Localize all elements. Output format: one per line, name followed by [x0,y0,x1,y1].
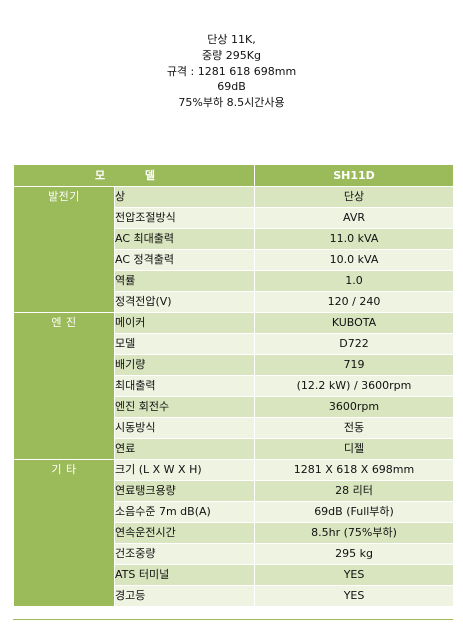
spec-value: 1.0 [254,270,455,292]
spec-value: 전동 [254,417,455,439]
table-row: 엔진 회전수 3600rpm [14,396,455,418]
intro-line-noise: 69dB [217,80,246,94]
table-row: 연속운전시간 8.5hr (75%부하) [14,522,455,544]
header-model-name: SH11D [254,164,455,187]
table-row: 엔 진 메이커 KUBOTA [13,312,455,460]
table-row: 경고등 YES [14,585,455,607]
spec-value: 69dB (Full부하) [254,501,455,523]
spec-value: 120 / 240 [254,291,455,313]
spec-value: YES [254,564,455,586]
spec-value: 28 리터 [254,480,455,502]
spec-item: 전압조절방식 [113,207,256,229]
spec-item: 상 [113,186,256,208]
spec-value: (12.2 kW) / 3600rpm [254,375,455,397]
spec-value: YES [254,585,455,607]
spec-item: 건조중량 [113,543,256,565]
spec-item: 엔진 회전수 [113,396,256,418]
spec-item: 소음수준 7m dB(A) [113,501,256,523]
table-row: AC 최대출력 11.0 kVA [14,228,455,250]
spec-table: 모 델 SH11D 발전기 상 단상 전압조절방식 AVR AC 최대출력 11… [12,164,455,607]
spec-value: 295 kg [254,543,455,565]
spec-item: ATS 터미널 [113,564,256,586]
spec-value: KUBOTA [254,312,455,334]
table-row: 시동방식 전동 [14,417,455,439]
spec-value: AVR [254,207,455,229]
spec-item: 크기 (L X W X H) [113,459,256,481]
table-row: AC 정격출력 10.0 kVA [14,249,455,271]
table-row: 기 타 크기 (L X W X H) 1281 X 618 X 698mm [13,459,455,607]
table-row: ATS 터미널 YES [14,564,455,586]
spec-value: 1281 X 618 X 698mm [254,459,455,481]
spec-item: 모델 [113,333,256,355]
intro-line-weight: 중량 295Kg [202,48,261,62]
spec-item: 연료 [113,438,256,460]
intro-line-dimensions: 규격 : 1281 618 698mm [166,64,297,78]
spec-value: 8.5hr (75%부하) [254,522,455,544]
spec-header-row: 모 델 SH11D [12,164,455,187]
intro-text: 단상 11K, 중량 295Kg 규격 : 1281 618 698mm 69d… [0,32,463,111]
spec-item: 메이커 [113,312,256,334]
spec-item: 연속운전시간 [113,522,256,544]
table-bottom-border [13,619,453,620]
category-engine: 엔 진 [13,312,115,460]
table-row: 배기량 719 [14,354,455,376]
intro-line-phase: 단상 11K, [207,33,256,46]
spec-value: D722 [254,333,455,355]
table-row: 전압조절방식 AVR [14,207,455,229]
spec-item: 배기량 [113,354,256,376]
intro-line-runtime: 75%부하 8.5시간사용 [178,96,285,110]
spec-item: AC 최대출력 [113,228,256,250]
spec-item: AC 정격출력 [113,249,256,271]
category-other: 기 타 [13,459,115,607]
spec-item: 연료탱크용량 [113,480,256,502]
table-row: 연료탱크용량 28 리터 [14,480,455,502]
spec-item: 정격전압(V) [113,291,256,313]
table-row: 발전기 상 단상 [13,186,455,313]
table-row: 소음수준 7m dB(A) 69dB (Full부하) [14,501,455,523]
table-row: 최대출력 (12.2 kW) / 3600rpm [14,375,455,397]
header-model-label: 모 델 [12,164,256,187]
spec-value: 10.0 kVA [254,249,455,271]
spec-item: 최대출력 [113,375,256,397]
spec-item: 시동방식 [113,417,256,439]
spec-value: 11.0 kVA [254,228,455,250]
table-row: 정격전압(V) 120 / 240 [14,291,455,313]
spec-value: 단상 [254,186,455,208]
spec-item: 경고등 [113,585,256,607]
spec-value: 디젤 [254,438,455,460]
table-row: 모델 D722 [14,333,455,355]
spec-value: 719 [254,354,455,376]
table-row: 건조중량 295 kg [14,543,455,565]
spec-value: 3600rpm [254,396,455,418]
spec-item: 역률 [113,270,256,292]
category-generator: 발전기 [13,186,115,313]
